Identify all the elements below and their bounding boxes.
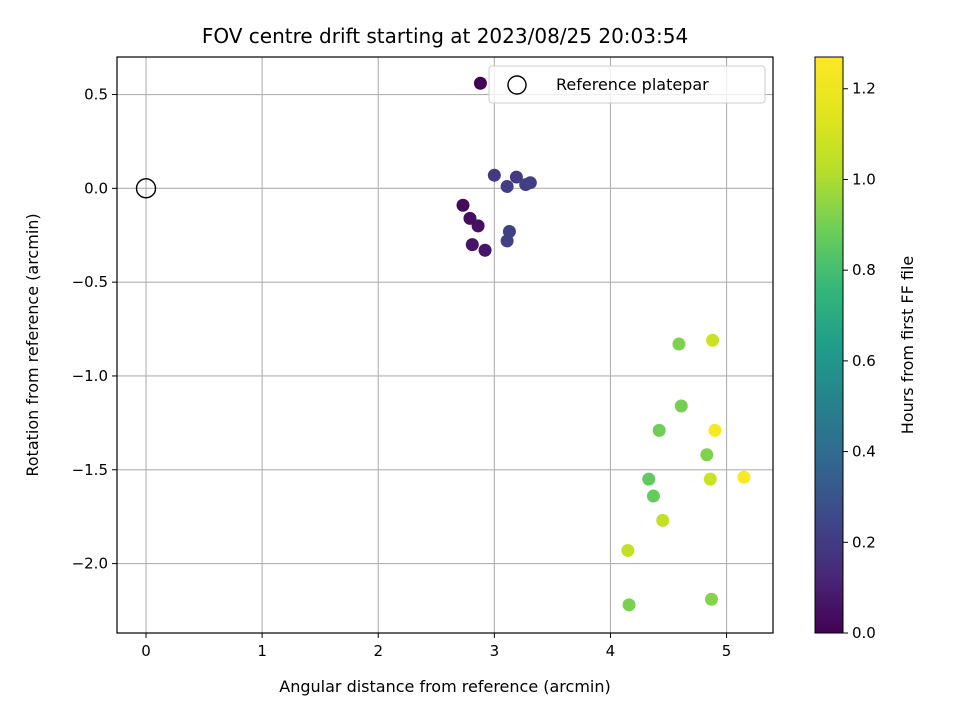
legend: Reference platepar xyxy=(488,65,766,104)
y-tick-label: −1.5 xyxy=(72,461,108,479)
y-axis-ticks: 0.5 0.0 −0.5 −1.0 −1.5 −2.0 xyxy=(72,86,117,573)
reference-marker-group xyxy=(135,178,157,199)
x-tick-label: 4 xyxy=(606,642,616,660)
data-point xyxy=(708,423,722,437)
x-tick-label: 0 xyxy=(141,642,151,660)
y-tick-label: −1.0 xyxy=(72,367,108,385)
colorbar-tick-label: 0.2 xyxy=(852,533,876,551)
x-tick-label: 3 xyxy=(490,642,500,660)
scatter-points xyxy=(456,76,751,612)
data-point xyxy=(700,448,714,462)
colorbar-tick-label: 0.4 xyxy=(852,443,876,461)
data-point xyxy=(500,179,514,193)
data-point xyxy=(471,219,485,233)
legend-box xyxy=(488,65,766,104)
data-point xyxy=(703,472,717,486)
colorbar-tick-label: 0.6 xyxy=(852,352,876,370)
data-point xyxy=(706,333,720,347)
data-point xyxy=(500,234,514,248)
chart-title: FOV centre drift starting at 2023/08/25 … xyxy=(202,24,688,48)
colorbar-label: Hours from first FF file xyxy=(898,256,917,435)
data-point xyxy=(652,423,666,437)
data-point xyxy=(509,170,523,184)
data-point xyxy=(621,543,635,557)
colorbar-ticks: 0.0 0.2 0.4 0.6 0.8 1.0 1.2 xyxy=(843,80,876,642)
x-axis-label: Angular distance from reference (arcmin) xyxy=(279,677,610,696)
data-point xyxy=(487,168,501,182)
data-point xyxy=(465,238,479,252)
grid xyxy=(117,57,773,633)
y-tick-label: −0.5 xyxy=(72,273,108,291)
legend-entry-reference: Reference platepar xyxy=(556,75,709,94)
colorbar-tick-label: 0.8 xyxy=(852,261,876,279)
colorbar-tick-label: 0.0 xyxy=(852,624,876,642)
data-point xyxy=(656,513,670,527)
colorbar-tick-label: 1.0 xyxy=(852,170,876,188)
data-point xyxy=(622,598,636,612)
data-point xyxy=(674,399,688,413)
x-tick-label: 5 xyxy=(722,642,732,660)
x-tick-label: 2 xyxy=(373,642,383,660)
data-point xyxy=(523,176,537,190)
data-point xyxy=(473,76,487,90)
plot-frame xyxy=(116,56,774,634)
colorbar-gradient xyxy=(814,56,844,634)
data-point xyxy=(672,337,686,351)
x-tick-label: 1 xyxy=(257,642,267,660)
y-tick-label: 0.0 xyxy=(84,179,108,197)
data-point xyxy=(478,243,492,257)
data-point xyxy=(646,489,660,503)
y-tick-label: −2.0 xyxy=(72,555,108,573)
y-tick-label: 0.5 xyxy=(84,86,108,104)
data-point xyxy=(737,470,751,484)
colorbar xyxy=(814,56,844,634)
y-axis-label: Rotation from reference (arcmin) xyxy=(23,213,42,476)
reference-platepar-marker xyxy=(135,178,157,199)
legend-marker-icon xyxy=(507,75,527,95)
x-axis-ticks: 0 1 2 3 4 5 xyxy=(141,633,731,660)
data-point xyxy=(704,592,718,606)
data-point xyxy=(642,472,656,486)
data-point xyxy=(456,198,470,212)
colorbar-tick-label: 1.2 xyxy=(852,80,876,98)
